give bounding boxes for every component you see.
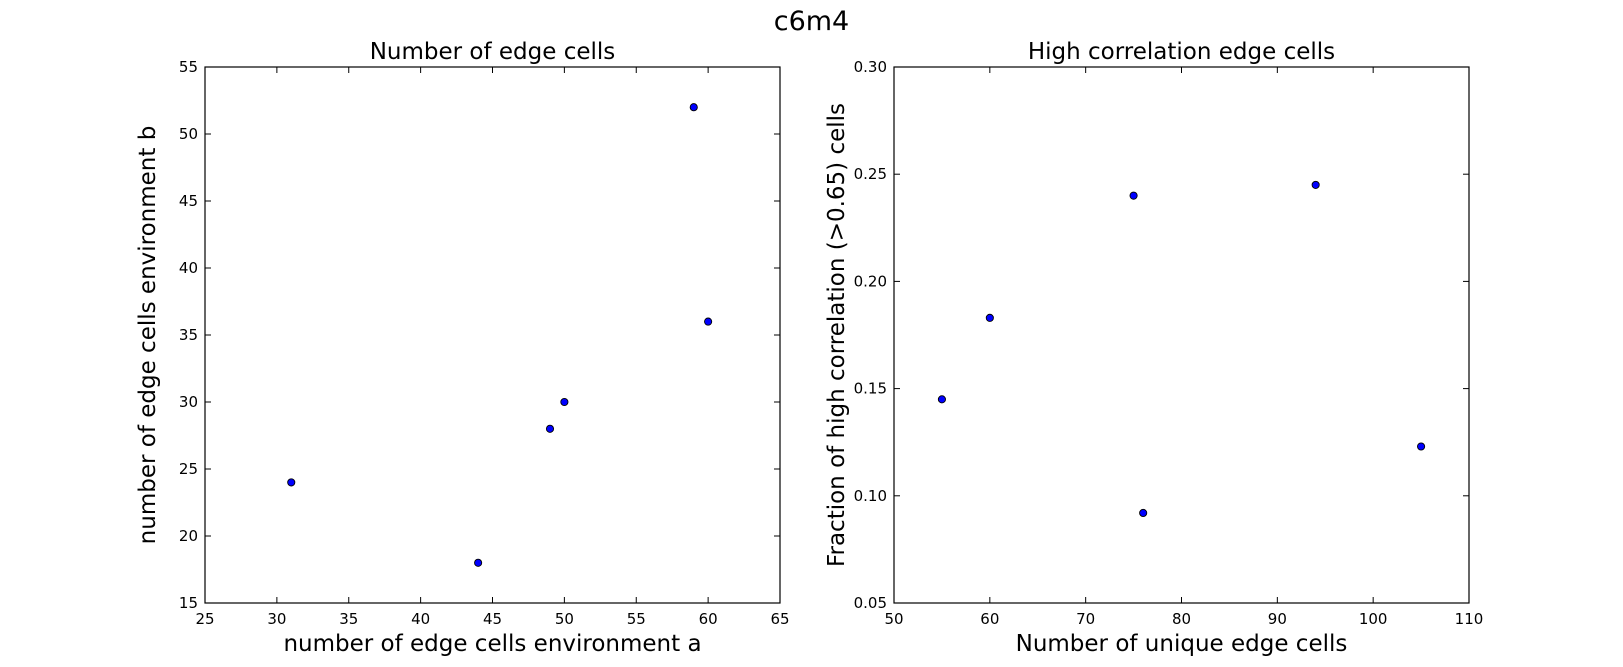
right-x-tick-label: 90 xyxy=(1268,610,1287,628)
left-x-tick-label: 55 xyxy=(627,610,646,628)
left-x-axis-label: number of edge cells environment a xyxy=(283,631,701,657)
left-scatter-point xyxy=(474,558,483,567)
figure-suptitle: c6m4 xyxy=(773,6,850,37)
right-scatter-point xyxy=(1311,180,1320,189)
right-scatter-point xyxy=(937,395,946,404)
right-scatter-point xyxy=(985,313,994,322)
left-chart: 25 30 35 40 45 50 55 60 65 15 20 25 30 35 40 45 50 55 Numb… xyxy=(135,39,790,657)
left-y-tick-label: 50 xyxy=(179,125,198,143)
right-x-tick-label: 80 xyxy=(1172,610,1191,628)
left-chart-title: Number of edge cells xyxy=(370,39,616,65)
left-y-tick-label: 55 xyxy=(179,58,198,76)
right-y-tick-label: 0.10 xyxy=(854,487,887,505)
left-x-tick-label: 50 xyxy=(555,610,574,628)
right-chart-title: High correlation edge cells xyxy=(1028,39,1335,65)
left-x-tick-label: 65 xyxy=(770,610,789,628)
left-scatter-point xyxy=(545,424,555,433)
right-x-axis-label: Number of unique edge cells xyxy=(1016,631,1348,657)
right-scatter-point xyxy=(1139,508,1148,518)
left-y-tick-label: 30 xyxy=(179,393,198,411)
left-x-tick-label: 25 xyxy=(195,610,214,628)
right-x-tick-label: 50 xyxy=(884,610,903,628)
right-y-tick-label: 0.20 xyxy=(854,272,887,290)
left-scatter-point xyxy=(704,317,713,326)
right-y-tick-label: 0.15 xyxy=(854,380,887,398)
right-y-tick-label: 0.05 xyxy=(854,594,887,612)
right-plot-frame xyxy=(893,66,1470,604)
right-chart: 50 60 70 80 90 100 110 0.05 0.10 0.15 0.20 0.25 0.30… xyxy=(824,39,1483,657)
left-scatter-point xyxy=(689,103,698,112)
left-y-axis-label: number of edge cells environment b xyxy=(135,126,161,545)
right-y-tick-label: 0.30 xyxy=(854,58,887,76)
left-x-tick-label: 35 xyxy=(339,610,358,628)
left-x-tick-label: 30 xyxy=(267,610,286,628)
right-x-tick-label: 70 xyxy=(1076,610,1095,628)
left-y-tick-label: 20 xyxy=(179,527,198,545)
right-y-tick-label: 0.25 xyxy=(854,165,887,183)
left-y-tick-label: 45 xyxy=(179,192,198,210)
left-x-tick-label: 60 xyxy=(699,610,718,628)
right-scatter-point xyxy=(1417,442,1426,451)
right-scatter-point xyxy=(1129,191,1138,200)
left-x-tick-label: 40 xyxy=(411,610,430,628)
left-y-tick-label: 40 xyxy=(179,259,198,277)
left-x-tick-label: 45 xyxy=(483,610,502,628)
left-y-tick-label: 35 xyxy=(179,326,198,344)
left-plot-frame xyxy=(204,66,781,604)
right-x-tick-label: 100 xyxy=(1359,610,1388,628)
right-x-tick-label: 60 xyxy=(980,610,999,628)
left-y-tick-label: 15 xyxy=(179,594,198,612)
left-scatter-point xyxy=(287,478,296,487)
right-y-axis-label: Fraction of high correlation (>0.65) cel… xyxy=(824,103,850,567)
right-x-tick-label: 110 xyxy=(1455,610,1484,628)
left-y-tick-label: 25 xyxy=(179,460,198,478)
left-scatter-point xyxy=(560,397,569,407)
